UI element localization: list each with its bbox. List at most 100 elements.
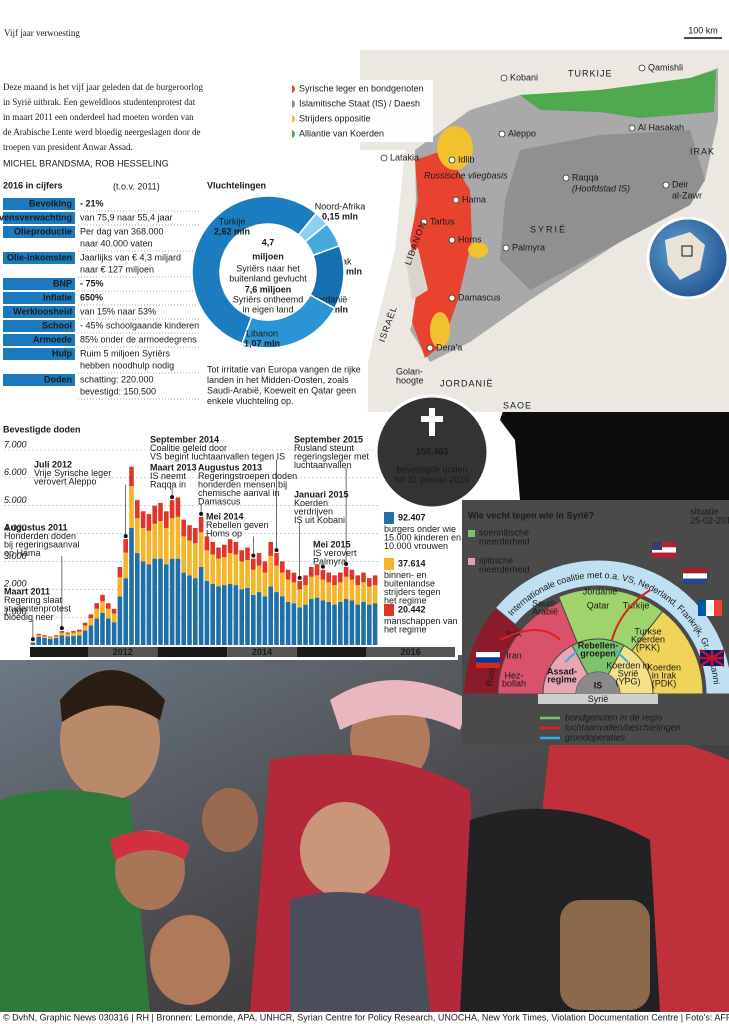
year-band (157, 647, 228, 657)
bar-segment (280, 561, 285, 573)
map-label: Hama (462, 194, 486, 204)
bar-segment (349, 579, 355, 601)
bar-segment (216, 586, 221, 645)
bar-segment (326, 582, 331, 602)
bar-segment (53, 635, 59, 637)
map-label: Russische vliegbasis (424, 170, 508, 180)
group-label: in Irak (652, 670, 677, 680)
stats-value: Ruim 5 miljoen Syriërs (80, 348, 171, 358)
bar-segment (245, 547, 250, 561)
bar-segment (251, 558, 256, 570)
group-label: Jordanië (583, 586, 618, 596)
bar-segment (274, 592, 279, 645)
bar-segment (140, 528, 146, 562)
stats-value: Per dag van 368.000 (80, 226, 164, 236)
bar-segment (338, 601, 343, 645)
bar-segment (71, 632, 76, 636)
y-tick-label: 4.000 (4, 523, 27, 533)
zone-is (500, 130, 705, 290)
city-marker (448, 236, 456, 244)
annotation-text: IS uit Kobani (294, 515, 345, 525)
bar-segment (82, 630, 88, 645)
bar-segment (297, 580, 302, 590)
bar-segment (303, 604, 308, 645)
bar-segment (204, 536, 210, 551)
stats-value: 85% onder de armoedegrens (80, 334, 197, 344)
bar-segment (187, 575, 192, 645)
annotation-date: Mei 2015 (313, 539, 351, 549)
intro-line: troepen van president Anwar Assad. (3, 142, 133, 152)
bar-segment (135, 553, 140, 645)
bar-segment (274, 565, 279, 593)
bar-segment (100, 601, 105, 613)
flag-stripe (683, 573, 707, 579)
bar-segment (291, 572, 297, 583)
bar-segment (338, 582, 343, 602)
x-tick-label: 2011 (49, 647, 69, 657)
stats-label-box (3, 212, 75, 224)
annotation-date: Januari 2015 (294, 489, 349, 499)
bar-segment (88, 618, 94, 626)
bar-segment (123, 552, 128, 579)
x-tick-label: 2014 (252, 647, 272, 657)
stats-label: Werkloosheid (13, 306, 72, 316)
stats-value: - 45% schoolgaande kinderen (80, 320, 199, 330)
bar-segment (320, 569, 326, 580)
refugees-note: Tot irritatie van Europa vangen de rijke (207, 364, 361, 374)
map-label: Dera'a (436, 342, 462, 352)
globe-marker (681, 245, 693, 257)
group-label: Iran (506, 650, 522, 660)
bar-segment (164, 511, 169, 528)
bar-segment (198, 567, 204, 645)
bar-segment (111, 613, 117, 623)
bar-segment (280, 596, 285, 645)
stats-value: van 15% naar 53% (80, 306, 156, 316)
legend-swatch (384, 512, 394, 524)
legend-label: burgers onder wie 15.000 kinderen en 10.00… (384, 524, 461, 551)
bar-segment (129, 466, 134, 487)
bar-segment (158, 521, 163, 559)
annotation-text: op Hama (4, 548, 41, 558)
stats-value: 650% (80, 292, 103, 302)
map-label: hoogte (396, 375, 424, 385)
city-marker (562, 174, 570, 182)
bar-segment (88, 625, 94, 645)
annotation-text: Rusland steunt (294, 443, 355, 453)
map-label: SYRIË (530, 224, 567, 234)
bar-segment (251, 569, 256, 595)
city-marker (638, 64, 646, 72)
annotation-date: Maart 2013 (150, 462, 197, 472)
legend-label: meerderheid (479, 564, 530, 574)
annotation-date: September 2014 (150, 434, 219, 444)
footer-band (0, 1012, 729, 1024)
bar-segment (361, 582, 366, 602)
flag-canton (652, 542, 662, 550)
group-label: Hez- (504, 670, 523, 680)
donut-segment (241, 293, 336, 349)
donut-segment (191, 195, 318, 345)
annotation-dot (199, 511, 204, 516)
annotation-dot (297, 575, 302, 580)
group-label: Rebellen- (578, 640, 619, 650)
bar-segment (285, 579, 291, 602)
flag-stripe (652, 547, 676, 553)
bar-segment (77, 635, 82, 645)
stats-title: 2016 in cijfers (3, 180, 63, 190)
coalition-band (494, 559, 729, 695)
bar-segment (175, 516, 181, 559)
refugees-note: Saudi-Arabië, Koeweit en Qatar geen (207, 385, 356, 395)
stats-value: hebben noodhulp nodig (80, 360, 174, 370)
annotation-text: Regeringstroepen doden (198, 471, 297, 481)
annotation-text: Coalitie geleid door (150, 443, 227, 453)
bar-segment (193, 578, 198, 645)
bar-segment (262, 561, 268, 573)
stats-label: Armoede (33, 334, 72, 344)
bar-segment (100, 594, 105, 602)
bar-segment (210, 583, 215, 645)
bar-segment (117, 567, 123, 578)
refugees-note: enkele vluchteling op. (207, 396, 294, 406)
bar-segment (48, 638, 53, 645)
map-label: Homs (458, 234, 482, 244)
zone-kurds (520, 70, 716, 118)
